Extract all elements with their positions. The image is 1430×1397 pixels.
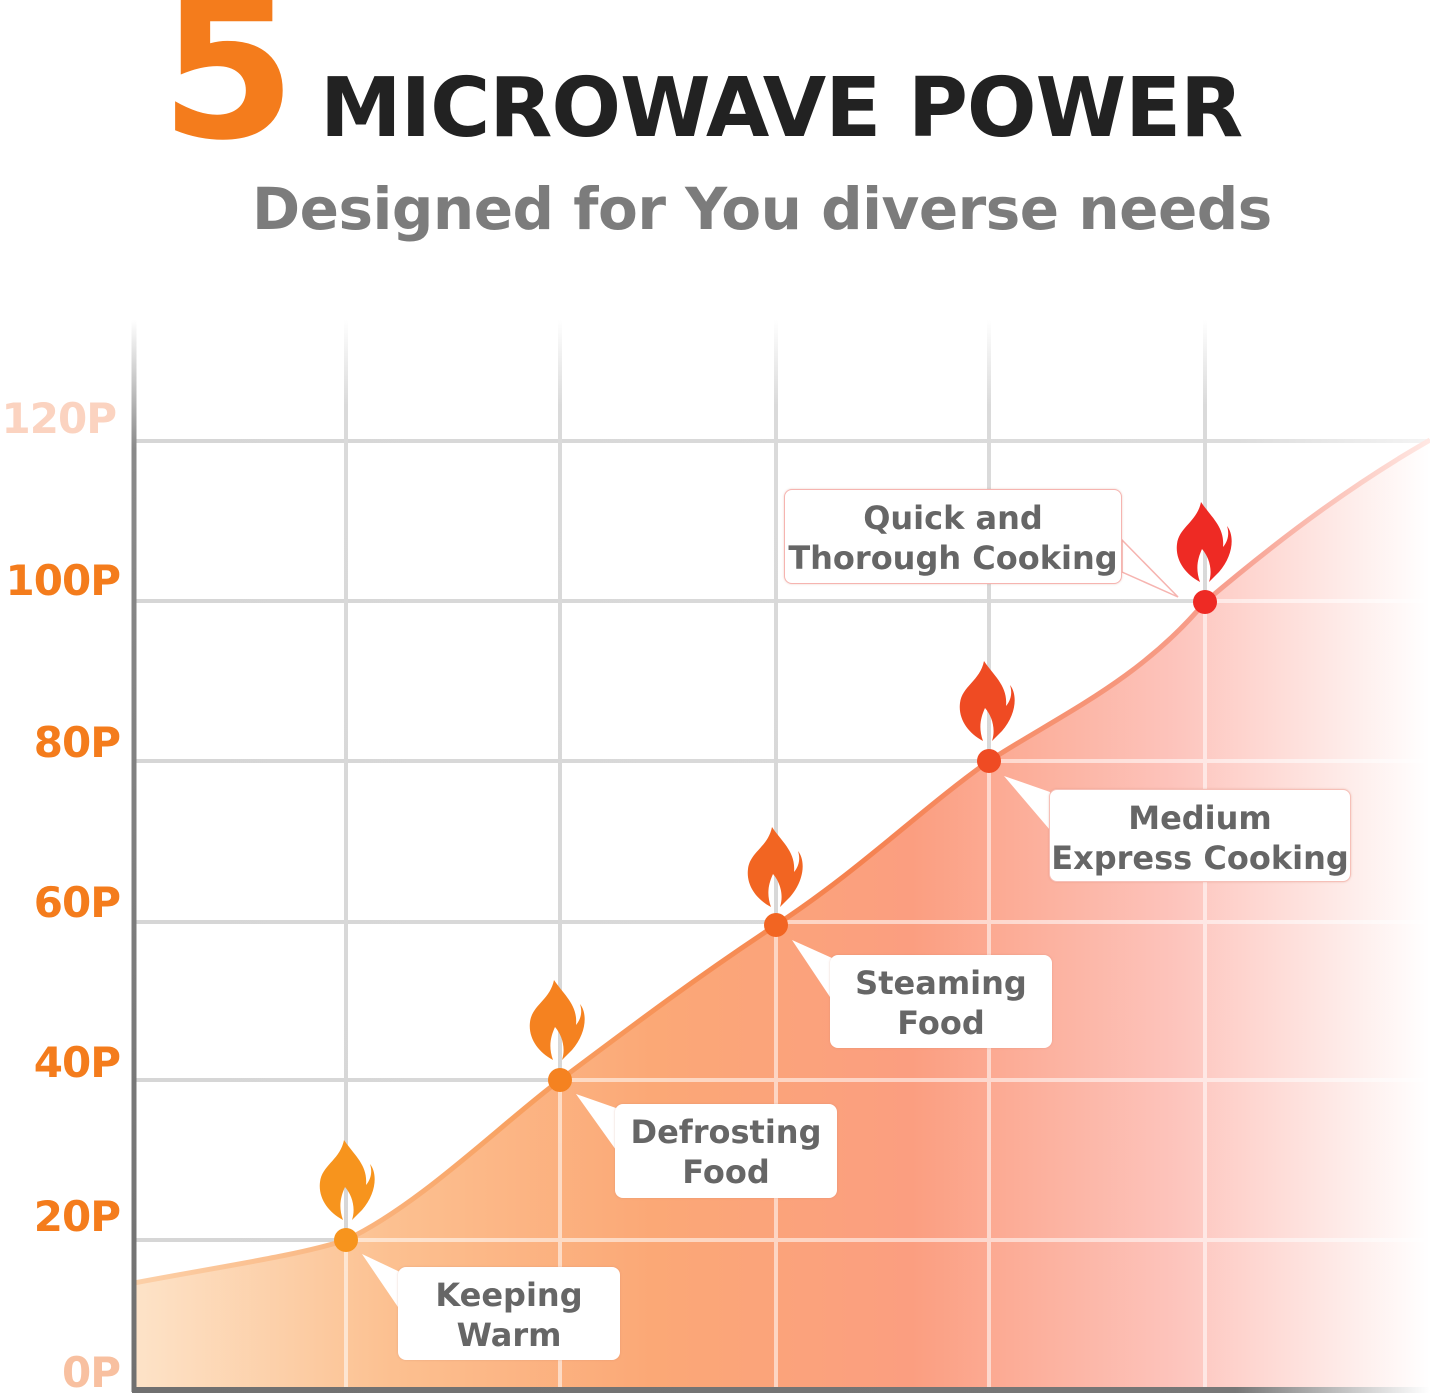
y-tick-100: 100P <box>5 556 121 605</box>
callout-line: Medium <box>1128 799 1272 837</box>
flame-icon <box>747 827 803 907</box>
y-tick-120: 120P <box>1 394 117 443</box>
callout-defrosting-food: Defrosting Food <box>615 1104 837 1198</box>
callout-line: Express Cooking <box>1051 839 1349 877</box>
power-area <box>134 440 1430 1390</box>
callout-quick-thorough-cooking: Quick and Thorough Cooking <box>784 489 1122 584</box>
y-tick-20: 20P <box>33 1192 121 1241</box>
callout-steaming-food: Steaming Food <box>830 955 1052 1048</box>
page-title: MICROWAVE POWER <box>320 61 1243 156</box>
y-tick-0: 0P <box>61 1348 121 1397</box>
callout-keeping-warm: Keeping Warm <box>398 1267 620 1360</box>
data-point-defrosting <box>548 1068 572 1092</box>
callout-medium-express-cooking: Medium Express Cooking <box>1049 789 1351 882</box>
flame-icon <box>529 980 585 1060</box>
callout-line: Food <box>897 1004 985 1042</box>
flame-icon <box>1176 502 1232 582</box>
flame-icon <box>959 661 1015 741</box>
data-point-medium-express <box>977 749 1001 773</box>
callout-line: Defrosting <box>630 1113 822 1151</box>
power-level-count: 5 <box>160 0 296 184</box>
callout-line: Food <box>682 1153 770 1191</box>
callout-pointers <box>362 538 1179 1310</box>
callout-line: Thorough Cooking <box>788 539 1118 577</box>
y-tick-80: 80P <box>33 718 121 767</box>
callout-line: Steaming <box>855 964 1027 1002</box>
data-point-quick-thorough <box>1193 590 1217 614</box>
flame-icon <box>319 1140 375 1220</box>
header: 5 MICROWAVE POWER Designed for You diver… <box>0 0 1430 260</box>
callout-line: Warm <box>456 1316 562 1354</box>
callout-line: Keeping <box>435 1276 583 1314</box>
data-point-keeping-warm <box>334 1228 358 1252</box>
y-tick-60: 60P <box>33 878 121 927</box>
page-subtitle: Designed for You diverse needs <box>252 175 1272 243</box>
callout-line: Quick and <box>863 499 1043 537</box>
data-point-steaming <box>764 913 788 937</box>
y-tick-40: 40P <box>33 1038 121 1087</box>
